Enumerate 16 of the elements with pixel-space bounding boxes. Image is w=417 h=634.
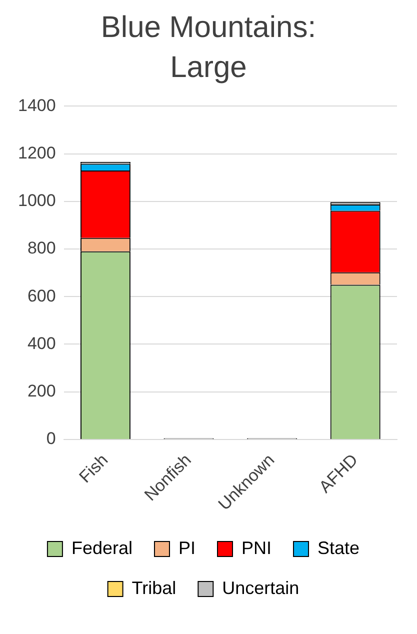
y-tick-label: 1000: [18, 191, 56, 210]
legend-label: Uncertain: [222, 578, 300, 598]
y-tick-label: 0: [46, 429, 56, 448]
legend-label: PNI: [242, 538, 272, 558]
y-tick-label: 400: [27, 334, 56, 353]
y-tick-label: 1200: [18, 143, 56, 162]
x-tick-label: Fish: [75, 450, 112, 487]
legend-label: PI: [178, 538, 196, 558]
legend-label: Federal: [71, 538, 132, 558]
legend-label: Tribal: [132, 578, 176, 598]
y-tick-label: 800: [27, 238, 56, 258]
y-tick-label: 200: [27, 382, 56, 401]
y-tick-label: 600: [27, 286, 56, 306]
y-tick-label: 1400: [18, 96, 56, 115]
legend-label: State: [318, 538, 360, 558]
chart-title: Blue Mountains: Large: [100, 10, 318, 86]
